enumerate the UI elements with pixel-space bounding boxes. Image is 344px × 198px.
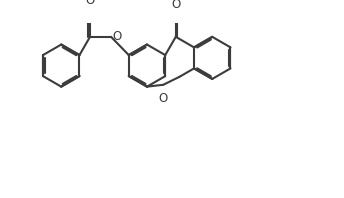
Text: O: O xyxy=(159,92,168,105)
Text: O: O xyxy=(171,0,180,11)
Text: O: O xyxy=(112,30,121,43)
Text: O: O xyxy=(85,0,95,8)
